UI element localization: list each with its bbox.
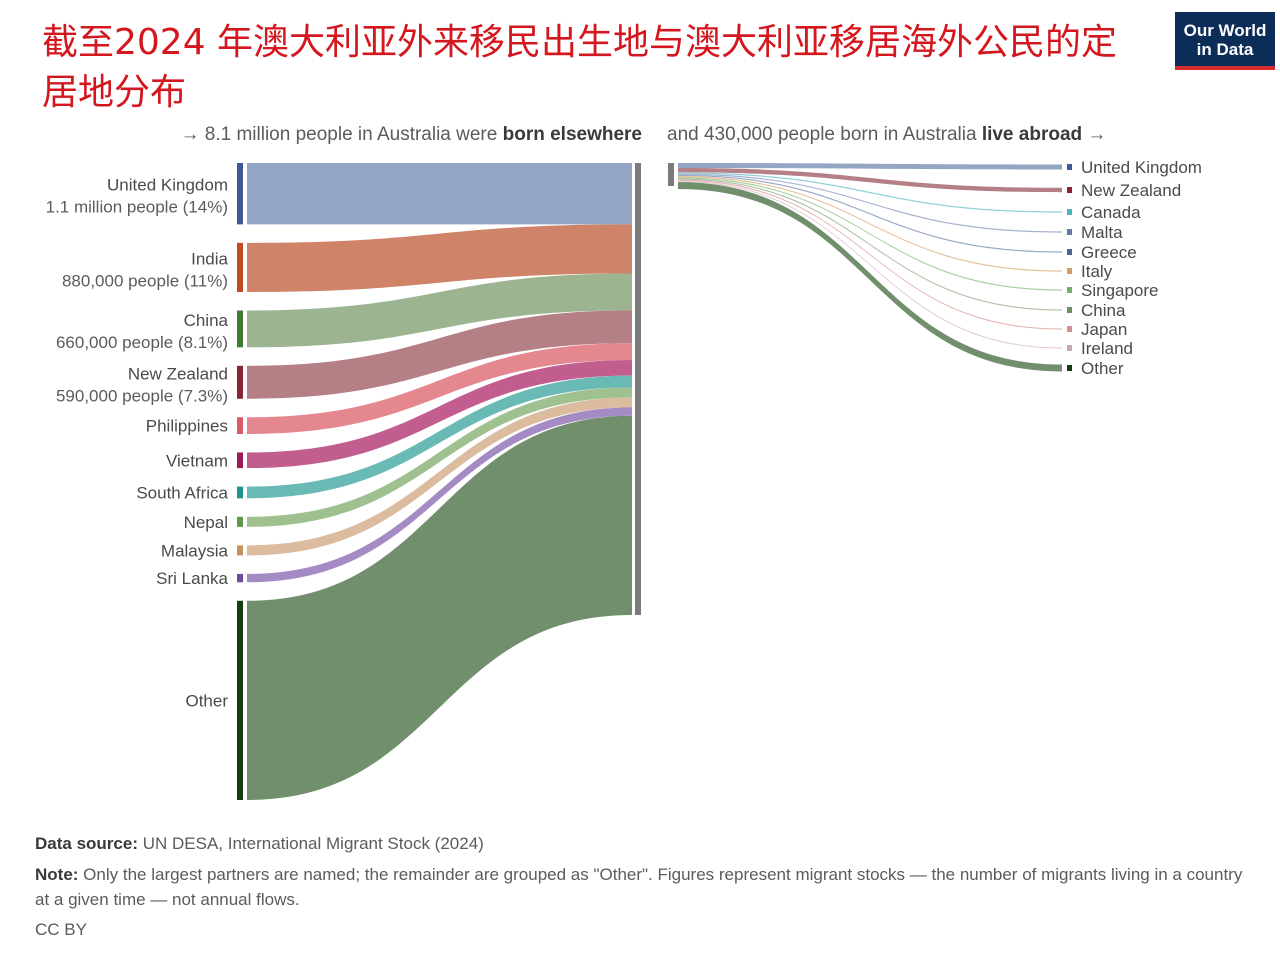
node-out-other xyxy=(1067,365,1072,371)
node-out-italy xyxy=(1067,268,1072,274)
flow-out-new-zealand xyxy=(678,168,1062,193)
node-out-canada xyxy=(1067,209,1072,215)
logo-line-2: in Data xyxy=(1196,40,1254,59)
detail-in-united-kingdom: 1.1 million people (14%) xyxy=(46,198,228,217)
label-in-united-kingdom: United Kingdom xyxy=(107,176,228,195)
flow-in-malaysia xyxy=(247,397,632,556)
node-out-japan xyxy=(1067,326,1072,332)
flow-in-philippines xyxy=(247,343,632,434)
label-out-malta: Malta xyxy=(1081,223,1123,242)
data-source: Data source: UN DESA, International Migr… xyxy=(35,834,484,853)
flow-out-greece xyxy=(678,174,1062,253)
label-out-united-kingdom: United Kingdom xyxy=(1081,158,1202,177)
label-out-greece: Greece xyxy=(1081,243,1137,262)
label-in-sri-lanka: Sri Lanka xyxy=(156,569,228,588)
label-in-malaysia: Malaysia xyxy=(161,541,229,560)
chart-note: Note: Only the largest partners are name… xyxy=(35,865,1243,909)
node-in-india xyxy=(237,242,243,292)
node-in-malaysia xyxy=(237,545,243,556)
logo-line-1: Our World xyxy=(1183,21,1267,40)
node-out-greece xyxy=(1067,249,1072,255)
subtitle-right: and 430,000 people born in Australia liv… xyxy=(667,124,1106,145)
sankey-chart: → 8.1 million people in Australia were b… xyxy=(46,124,1202,800)
label-in-vietnam: Vietnam xyxy=(166,451,228,470)
detail-in-new-zealand: 590,000 people (7.3%) xyxy=(56,386,228,405)
node-in-philippines xyxy=(237,417,243,434)
node-in-united-kingdom xyxy=(237,163,243,225)
flow-out-united-kingdom xyxy=(678,163,1062,170)
node-out-new-zealand xyxy=(1067,187,1072,193)
flow-in-vietnam xyxy=(247,359,632,469)
label-out-canada: Canada xyxy=(1081,203,1141,222)
label-out-new-zealand: New Zealand xyxy=(1081,181,1181,200)
label-out-china: China xyxy=(1081,301,1126,320)
chart-title: 截至2024 年澳大利亚外来移民出生地与澳大利亚移居海外公民的定居地分布 xyxy=(42,22,1118,113)
node-in-nepal xyxy=(237,516,243,527)
label-in-philippines: Philippines xyxy=(146,417,228,436)
flow-out-ireland xyxy=(678,180,1062,349)
label-in-china: China xyxy=(184,311,229,330)
flow-in-sri-lanka xyxy=(247,407,632,583)
flow-in-united-kingdom xyxy=(247,163,632,225)
node-out-malta xyxy=(1067,229,1072,235)
node-in-sri-lanka xyxy=(237,573,243,583)
node-out-ireland xyxy=(1067,345,1072,351)
node-in-vietnam xyxy=(237,452,243,469)
label-in-nepal: Nepal xyxy=(184,513,228,532)
australia-in-bar xyxy=(635,163,641,615)
node-in-china xyxy=(237,310,243,348)
subtitle-left: → 8.1 million people in Australia were b… xyxy=(181,124,643,145)
label-in-new-zealand: New Zealand xyxy=(128,364,228,383)
australia-out-bar xyxy=(668,163,674,186)
flow-out-italy xyxy=(678,176,1062,272)
license: CC BY xyxy=(35,920,87,939)
flow-out-singapore xyxy=(678,177,1062,291)
label-out-other: Other xyxy=(1081,359,1124,378)
flow-out-malta xyxy=(678,173,1062,233)
label-in-south-africa: South Africa xyxy=(136,483,228,502)
flow-in-china xyxy=(247,273,632,348)
immigrant-flows: United Kingdom 1.1 million people (14%) In… xyxy=(46,163,632,800)
node-in-other xyxy=(237,600,243,800)
label-in-other: Other xyxy=(185,691,228,710)
flow-out-other xyxy=(678,182,1062,372)
label-out-japan: Japan xyxy=(1081,320,1127,339)
node-out-singapore xyxy=(1067,287,1072,293)
flow-in-south-africa xyxy=(247,375,632,499)
node-out-china xyxy=(1067,307,1072,313)
label-out-singapore: Singapore xyxy=(1081,281,1159,300)
detail-in-india: 880,000 people (11%) xyxy=(62,271,228,290)
flow-in-india xyxy=(247,224,632,292)
flow-out-japan xyxy=(678,179,1062,330)
flow-in-other xyxy=(247,415,632,800)
flow-out-china xyxy=(678,178,1062,311)
node-in-new-zealand xyxy=(237,365,243,399)
flow-out-canada xyxy=(678,172,1062,213)
flow-in-new-zealand xyxy=(247,310,632,399)
label-out-italy: Italy xyxy=(1081,262,1113,281)
node-out-united-kingdom xyxy=(1067,164,1072,170)
owid-logo[interactable]: Our World in Data xyxy=(1175,12,1275,70)
label-out-ireland: Ireland xyxy=(1081,339,1133,358)
emigrant-flows: United Kingdom New Zealand CanadaMaltaGree… xyxy=(678,158,1202,378)
label-in-india: India xyxy=(191,249,228,268)
node-in-south-africa xyxy=(237,486,243,499)
detail-in-china: 660,000 people (8.1%) xyxy=(56,333,228,352)
flow-in-nepal xyxy=(247,387,632,527)
